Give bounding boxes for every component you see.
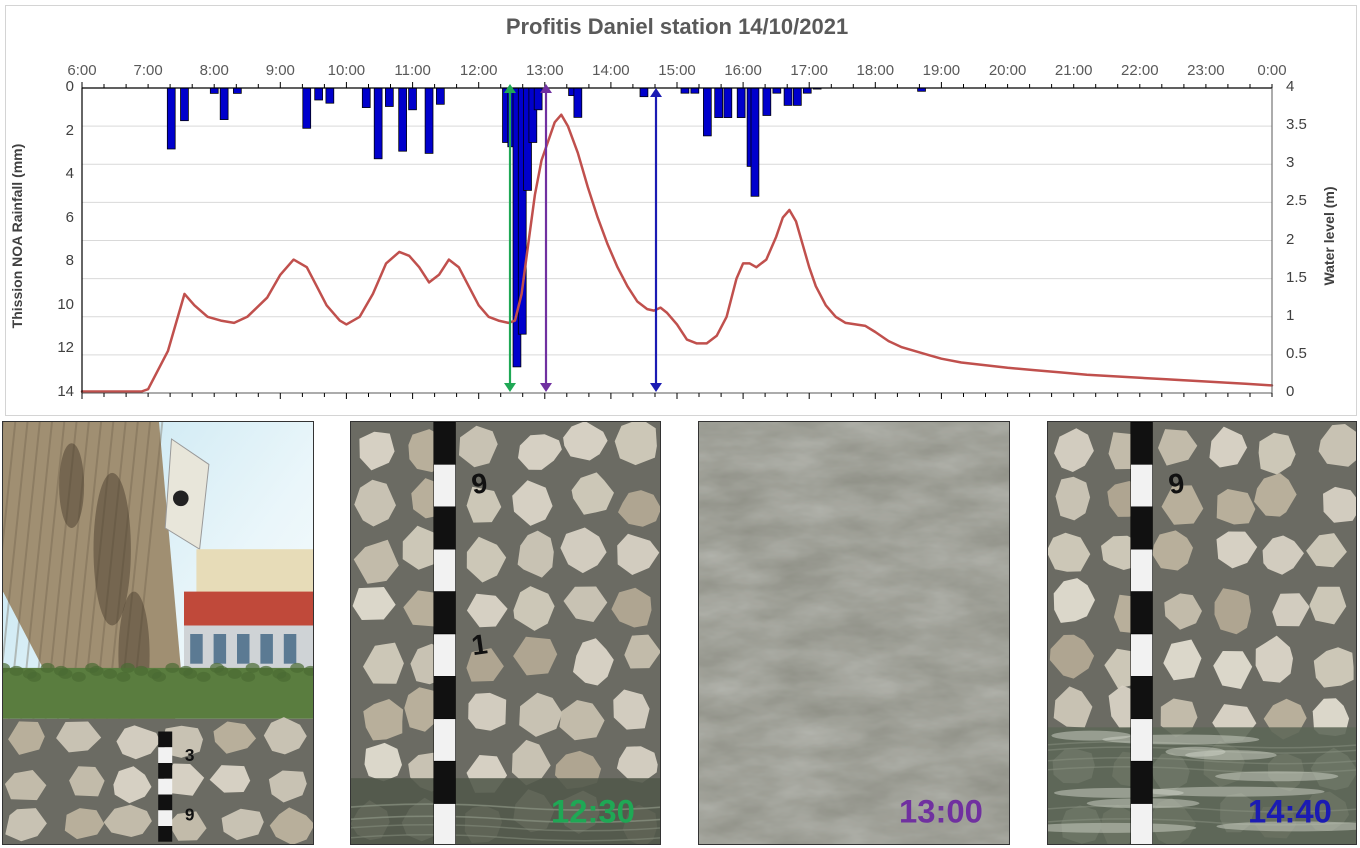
svg-text:9: 9 — [185, 805, 195, 825]
svg-text:3: 3 — [185, 745, 195, 765]
svg-text:14:40: 14:40 — [1248, 793, 1332, 830]
svg-text:13:00: 13:00 — [899, 793, 983, 830]
svg-text:12:30: 12:30 — [551, 793, 635, 830]
